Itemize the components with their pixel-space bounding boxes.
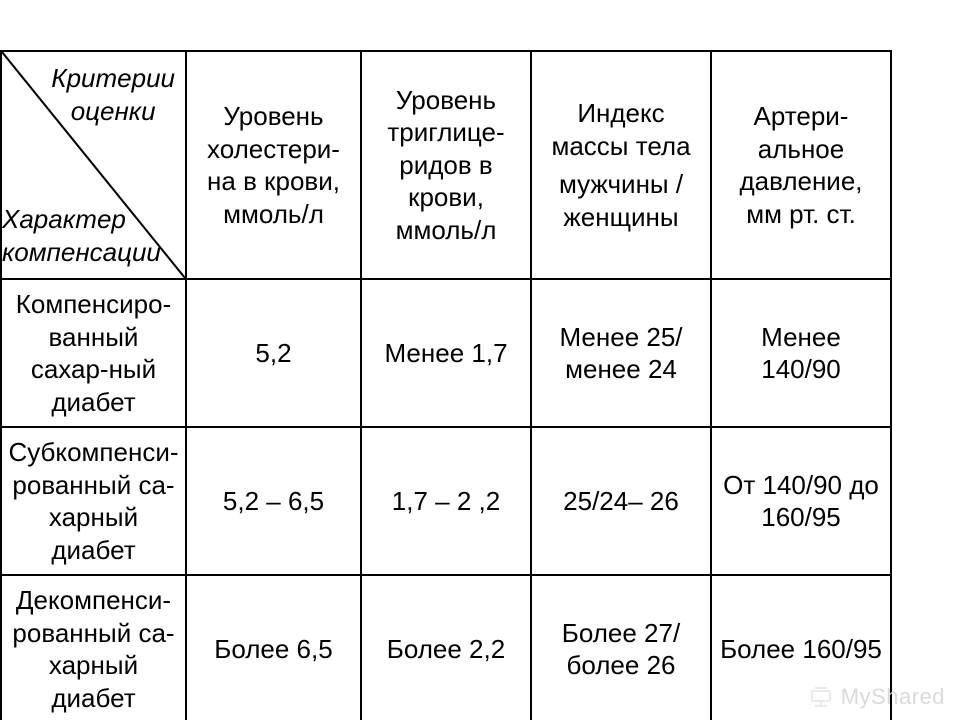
diagonal-top-line1: Критерии [51,63,175,93]
diagonal-bottom-line2: компенсации [2,237,161,267]
cell: 1,7 – 2 ,2 [361,427,531,575]
cell: От 140/90 до 160/95 [711,427,891,575]
criteria-table: Критерии оценки Характер компенсации Уро… [0,50,892,720]
table-header-diagonal: Критерии оценки Характер компенсации [1,51,186,279]
row-label-compensated: Компенсиро-ванный сахар-ный диабет [1,279,186,427]
column-header-triglycerides: Уровень триглице-ридов в крови, ммоль/л [361,51,531,279]
column-header-cholesterol: Уровень холестери-на в крови, ммоль/л [186,51,361,279]
diagonal-bottom-label: Характер компенсации [2,203,161,268]
column-header-bmi: Индекс массы тела мужчины / женщины [531,51,711,279]
projector-icon [807,685,835,709]
column-header-bp: Артери-альное давление, мм рт. ст. [711,51,891,279]
row-label-decompensated: Декомпенси-рованный са-харный диабет [1,575,186,720]
cell: Более 6,5 [186,575,361,720]
diagonal-top-line2: оценки [71,96,156,126]
diagonal-bottom-line1: Характер [2,204,126,234]
cell: 5,2 – 6,5 [186,427,361,575]
column-header-bmi-sub: мужчины / женщины [538,168,704,233]
cell: Более 2,2 [361,575,531,720]
watermark-text: MyShared [841,684,945,710]
cell: 25/24– 26 [531,427,711,575]
cell: Менее 140/90 [711,279,891,427]
cell: Менее 1,7 [361,279,531,427]
watermark: MyShared [807,684,945,710]
cell: 5,2 [186,279,361,427]
row-label-subcompensated: Субкомпенси-рованный са-харный диабет [1,427,186,575]
cell: Менее 25/ менее 24 [531,279,711,427]
diagonal-top-label: Критерии оценки [51,62,175,127]
cell: Более 27/ более 26 [531,575,711,720]
column-header-bmi-main: Индекс массы тела [551,98,690,161]
